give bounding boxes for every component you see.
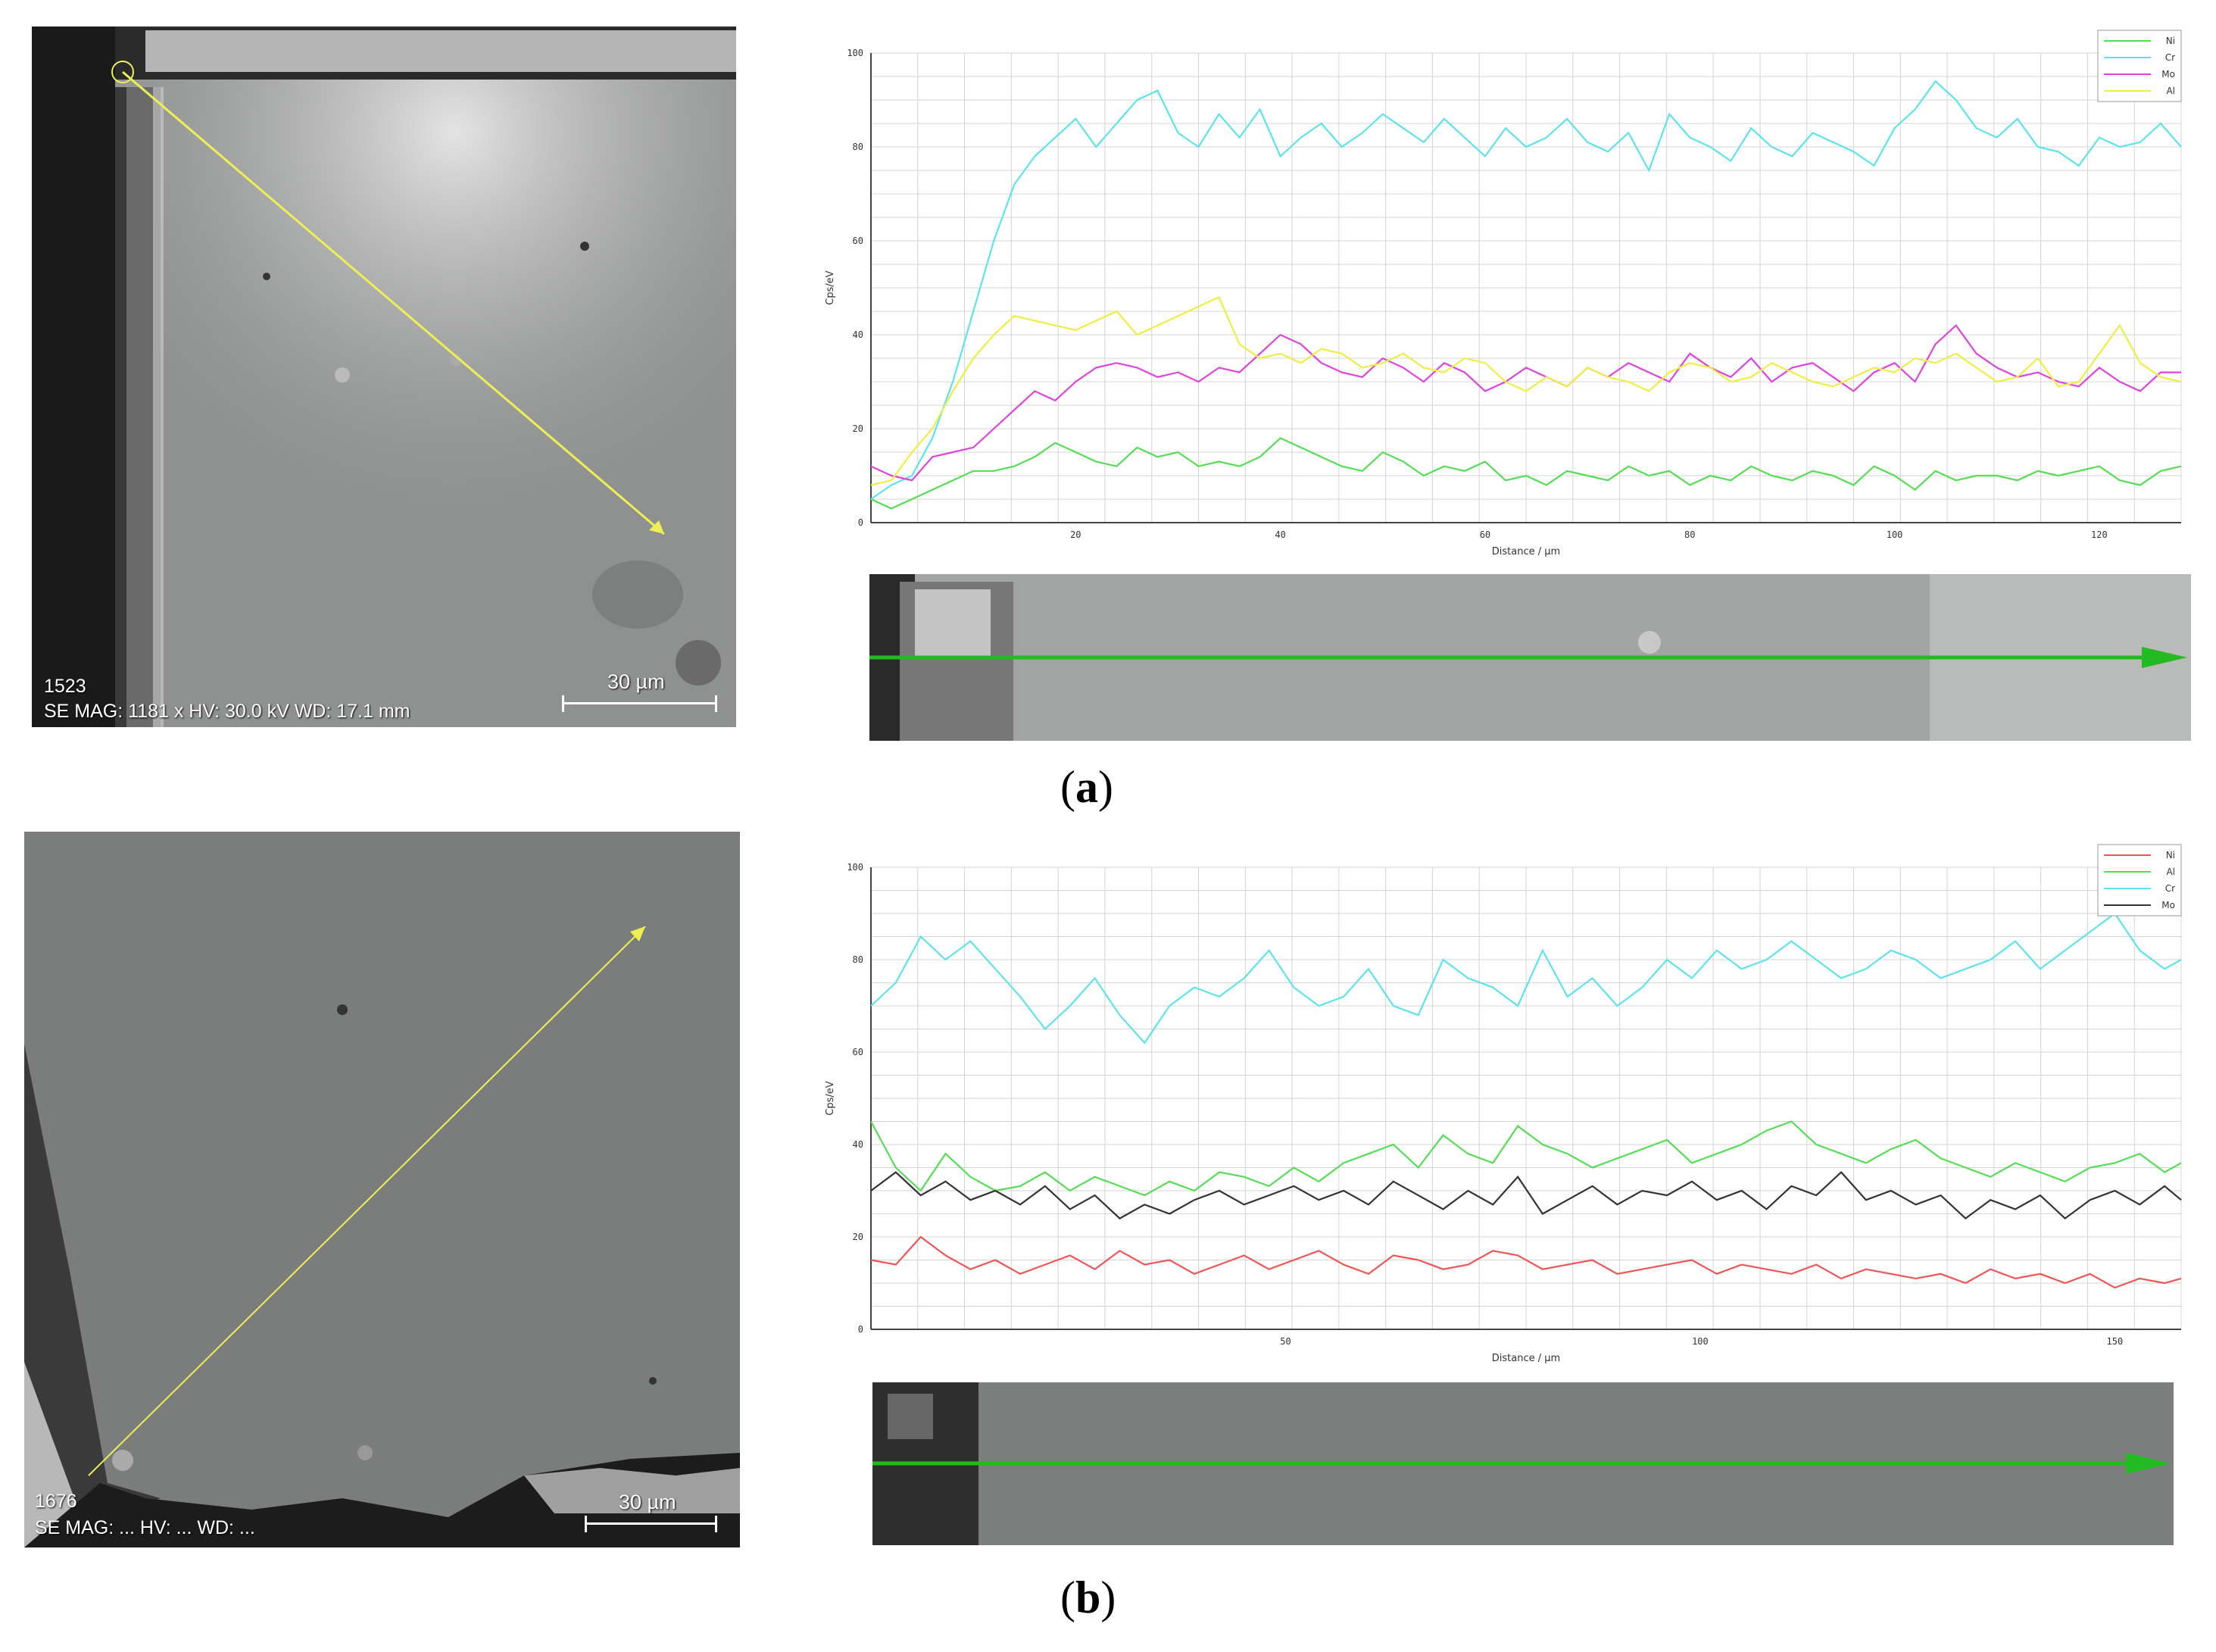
series-line-ni — [870, 437, 2182, 510]
line-scan-chart-a: 0 20 40 60 80 100 20 40 60 80 100 120 Distance / µm C… — [818, 23, 2196, 576]
legend-label: Ni — [2166, 850, 2175, 860]
legend-label: Ni — [2166, 36, 2175, 46]
sem-texture-a — [32, 27, 736, 727]
strip-svg-a — [869, 574, 2191, 741]
series-line-cr — [870, 80, 2182, 500]
x-tick-label: 20 — [1070, 529, 1081, 540]
panel-label-b: (b) — [1060, 1572, 1116, 1622]
line-scan-chart-b: 0 20 40 60 80 100 50 100 150 Distance / µm Cps/eV N… — [818, 837, 2196, 1382]
line-scan-strip-b — [872, 1382, 2174, 1545]
scale-bar-tick-right — [715, 695, 717, 712]
grid-a — [870, 52, 2182, 523]
scale-bar-b-tick-left — [585, 1516, 587, 1532]
series-line-al — [870, 295, 2182, 486]
sem-image-a: 1523 SE MAG: 1181 x HV: 30.0 kV WD: 17.1… — [32, 27, 736, 727]
sem-texture-b — [24, 832, 740, 1547]
sem-info-line: SE MAG: 1181 x HV: 30.0 kV WD: 17.1 mm — [44, 701, 410, 722]
series-line-al — [870, 1120, 2182, 1197]
panel-letter-b: b — [1075, 1572, 1101, 1622]
series-line-ni — [870, 1235, 2182, 1289]
scale-bar — [562, 702, 717, 704]
x-tick-label: 120 — [2091, 529, 2108, 540]
y-axis-label: Cps/eV — [825, 270, 836, 304]
series-line-mo — [870, 323, 2181, 482]
y-tick-label: 100 — [847, 862, 863, 873]
scale-bar-b — [585, 1522, 717, 1525]
chart-svg-b: 0 20 40 60 80 100 50 100 150 Distance / µm Cps/eV N… — [825, 844, 2182, 1364]
y-tick-label: 20 — [853, 423, 863, 434]
series-line-mo — [870, 1171, 2182, 1220]
scale-bar-label: 30 µm — [607, 670, 665, 693]
sem-sample-id-b: 1676 — [35, 1491, 77, 1512]
y-tick-label: 0 — [858, 1324, 863, 1335]
scale-bar-tick-left — [562, 695, 564, 712]
legend-box — [2097, 30, 2182, 102]
legend-label: Al — [2166, 867, 2175, 877]
legend-label: Mo — [2161, 900, 2175, 910]
sem-info-line-b: SE MAG: ... HV: ... WD: ... — [35, 1517, 255, 1538]
legend-label: Mo — [2161, 69, 2175, 80]
panel-letter-a: a — [1075, 762, 1098, 812]
y-tick-label: 40 — [853, 1139, 863, 1150]
y-tick-label: 40 — [853, 329, 863, 340]
x-tick-label: 100 — [1692, 1336, 1709, 1347]
line-scan-strip-a — [869, 574, 2191, 741]
x-tick-label: 50 — [1280, 1336, 1291, 1347]
x-tick-label: 40 — [1275, 529, 1285, 540]
sem-sample-id: 1523 — [44, 676, 86, 697]
y-axis-label: Cps/eV — [825, 1081, 836, 1115]
strip-svg-b — [872, 1382, 2174, 1545]
x-tick-label: 60 — [1480, 529, 1490, 540]
x-tick-label: 100 — [1887, 529, 1903, 540]
x-axis-label: Distance / µm — [1492, 546, 1560, 557]
x-tick-label: 150 — [2107, 1336, 2124, 1347]
y-tick-label: 100 — [847, 48, 863, 58]
grid-b — [870, 867, 2182, 1330]
y-tick-label: 80 — [853, 142, 863, 152]
legend-label: Cr — [2165, 883, 2175, 894]
x-axis-label: Distance / µm — [1492, 1353, 1560, 1364]
x-tick-label: 80 — [1684, 529, 1695, 540]
panel-label-a: (a) — [1060, 762, 1113, 812]
legend-box — [2097, 844, 2182, 917]
y-tick-label: 60 — [853, 236, 863, 246]
y-tick-label: 20 — [853, 1232, 863, 1242]
legend-label: Cr — [2165, 52, 2175, 63]
sem-image-b: 1676 SE MAG: ... HV: ... WD: ... 30 µm — [24, 832, 740, 1547]
series-line-cr — [870, 912, 2182, 1045]
y-tick-label: 60 — [853, 1047, 863, 1057]
scale-bar-label-b: 30 µm — [619, 1491, 676, 1513]
y-tick-label: 80 — [853, 954, 863, 965]
y-tick-label: 0 — [858, 517, 863, 528]
scale-bar-b-tick-right — [715, 1516, 717, 1532]
chart-svg-a: 0 20 40 60 80 100 20 40 60 80 100 120 Distance / µm C… — [825, 30, 2182, 557]
legend-label: Al — [2166, 86, 2175, 96]
